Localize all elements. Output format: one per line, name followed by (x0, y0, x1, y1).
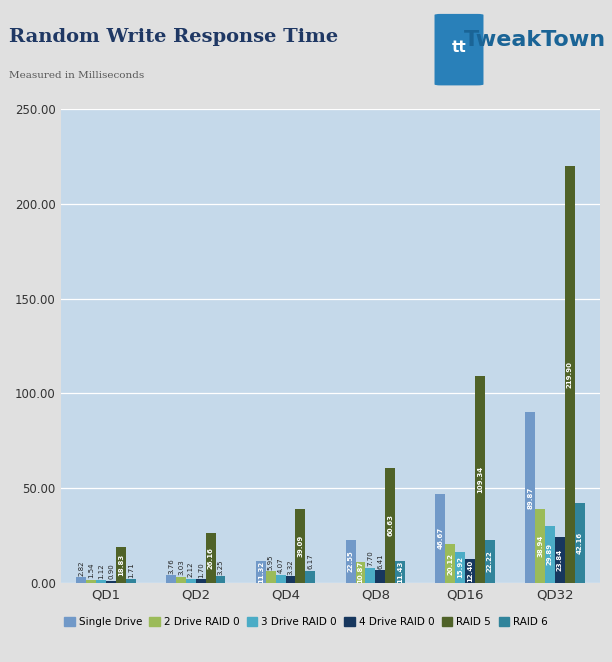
Bar (346, 540, 356, 583)
Bar (365, 568, 375, 583)
Text: 3.25: 3.25 (217, 559, 223, 575)
Text: 10.87: 10.87 (357, 561, 364, 583)
Bar (186, 579, 196, 583)
Text: 12.40: 12.40 (467, 559, 473, 582)
Text: 4.07: 4.07 (278, 557, 284, 573)
Text: 219.90: 219.90 (567, 361, 573, 388)
Bar (296, 508, 305, 583)
Bar (215, 577, 225, 583)
Bar (106, 581, 116, 583)
Text: 22.22: 22.22 (487, 551, 493, 573)
Bar (256, 561, 266, 583)
Text: 1.70: 1.70 (198, 562, 204, 578)
Text: 109.34: 109.34 (477, 465, 483, 493)
Bar (196, 579, 206, 583)
Text: 6.17: 6.17 (307, 553, 313, 569)
Text: Measured in Milliseconds: Measured in Milliseconds (9, 71, 144, 81)
Text: 2.82: 2.82 (78, 560, 84, 576)
Text: 42.16: 42.16 (577, 532, 583, 553)
Bar (465, 559, 475, 583)
Text: 2.12: 2.12 (188, 561, 194, 577)
Text: 3.76: 3.76 (168, 558, 174, 574)
Text: 1.54: 1.54 (88, 563, 94, 578)
Bar (575, 502, 584, 583)
Bar (305, 571, 315, 583)
Text: 89.87: 89.87 (527, 487, 533, 508)
Text: Random Write Response Time: Random Write Response Time (9, 28, 338, 46)
Bar (176, 577, 186, 583)
Bar (446, 544, 455, 583)
Text: 11.43: 11.43 (397, 561, 403, 583)
Text: 60.63: 60.63 (387, 514, 393, 536)
Bar (86, 580, 96, 583)
Bar (166, 575, 176, 583)
Text: 5.95: 5.95 (268, 554, 274, 570)
Bar (485, 540, 494, 583)
Text: 3.32: 3.32 (288, 559, 294, 575)
Bar (206, 533, 215, 583)
Text: 23.84: 23.84 (557, 549, 563, 571)
Bar (266, 571, 276, 583)
Text: TweakTown: TweakTown (464, 30, 606, 50)
Text: 1.71: 1.71 (128, 562, 134, 578)
Bar (475, 375, 485, 583)
Bar (356, 562, 365, 583)
Text: 18.83: 18.83 (118, 553, 124, 576)
Bar (286, 577, 296, 583)
Text: 26.16: 26.16 (207, 547, 214, 569)
Bar (525, 412, 535, 583)
Text: 39.09: 39.09 (297, 534, 304, 557)
Text: 3.03: 3.03 (178, 559, 184, 575)
Bar (375, 571, 385, 583)
Text: 38.94: 38.94 (537, 534, 543, 557)
Legend: Single Drive, 2 Drive RAID 0, 3 Drive RAID 0, 4 Drive RAID 0, RAID 5, RAID 6: Single Drive, 2 Drive RAID 0, 3 Drive RA… (60, 613, 552, 632)
Bar (385, 468, 395, 583)
Text: 11.32: 11.32 (258, 561, 264, 583)
Bar (455, 552, 465, 583)
Bar (545, 526, 555, 583)
Bar (565, 166, 575, 583)
Text: 7.70: 7.70 (367, 551, 373, 567)
Bar (535, 509, 545, 583)
Text: 29.89: 29.89 (547, 544, 553, 565)
Bar (126, 579, 136, 583)
Text: 0.90: 0.90 (108, 563, 114, 579)
Text: tt: tt (452, 40, 466, 55)
Text: 1.12: 1.12 (98, 563, 104, 579)
Bar (436, 495, 446, 583)
Bar (116, 547, 126, 583)
Bar (276, 575, 286, 583)
Text: 20.12: 20.12 (447, 553, 453, 575)
FancyBboxPatch shape (435, 14, 483, 85)
Text: 15.92: 15.92 (457, 557, 463, 579)
Bar (96, 581, 106, 583)
Text: 6.41: 6.41 (377, 553, 383, 569)
Bar (76, 577, 86, 583)
Bar (555, 538, 565, 583)
Text: 22.55: 22.55 (348, 550, 354, 572)
Bar (395, 561, 405, 583)
Text: 46.67: 46.67 (438, 528, 444, 549)
